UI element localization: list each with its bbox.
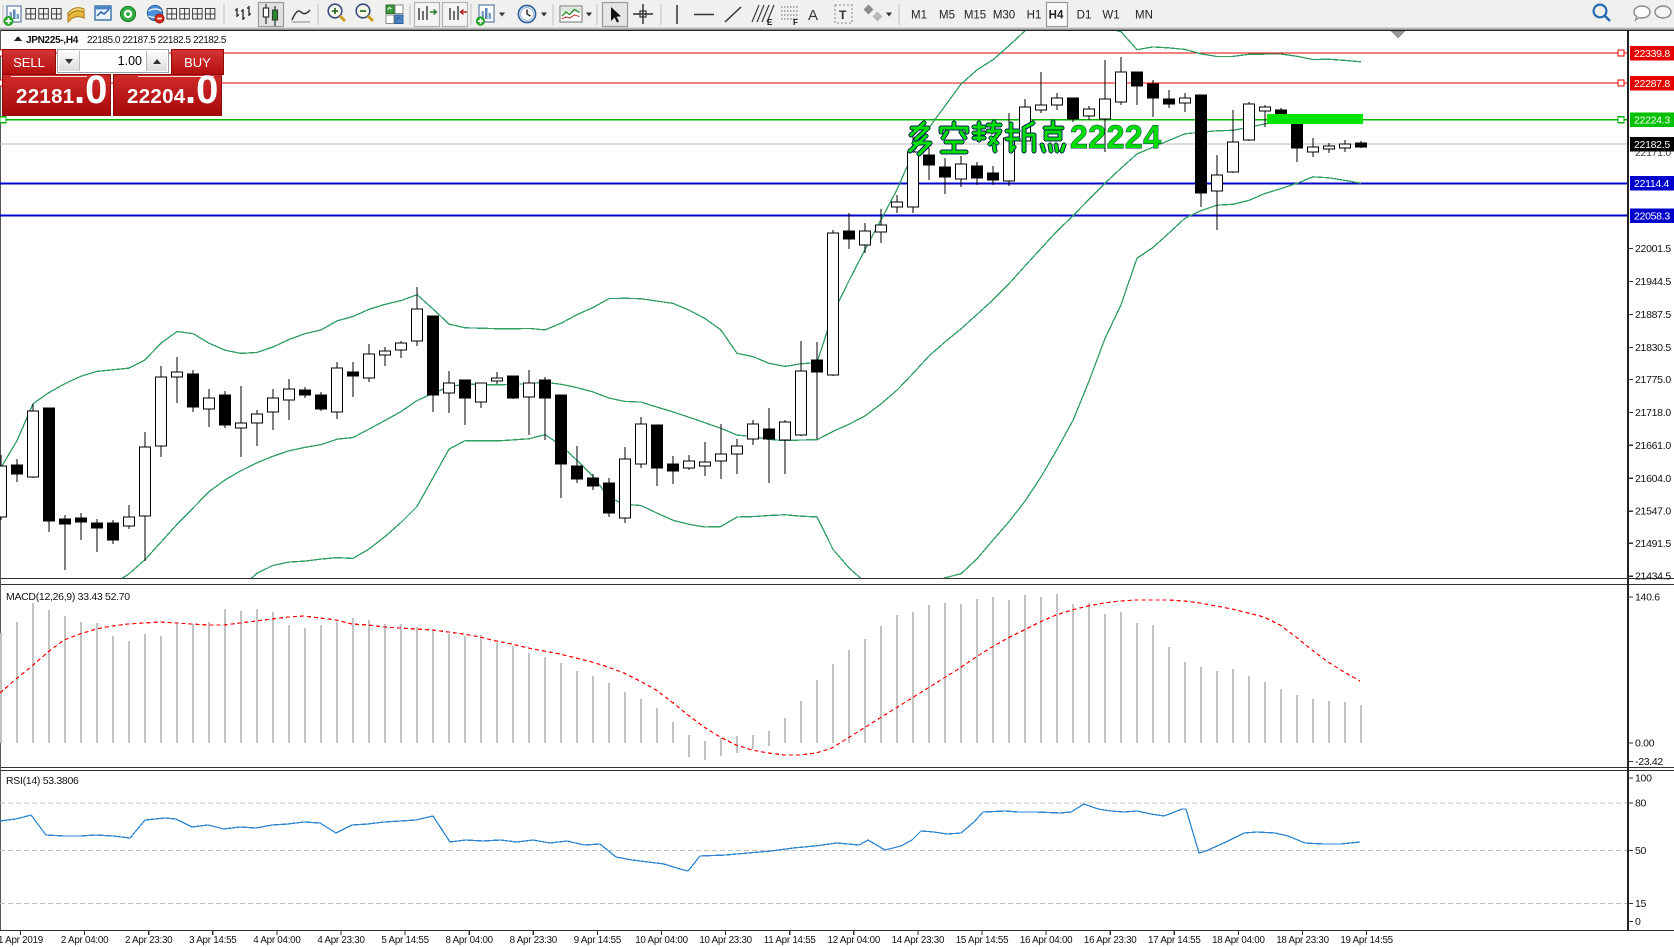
svg-text:21547.0: 21547.0 [1635,506,1671,518]
svg-text:21887.5: 21887.5 [1635,309,1671,321]
svg-text:M30: M30 [993,10,1015,22]
svg-text:A: A [808,7,818,24]
svg-text:14 Apr 23:30: 14 Apr 23:30 [892,935,945,946]
svg-text:9 Apr 14:55: 9 Apr 14:55 [574,935,622,946]
svg-text:22287.8: 22287.8 [1634,78,1670,90]
svg-text:22114.4: 22114.4 [1634,178,1670,190]
svg-text:21661.0: 21661.0 [1635,440,1671,452]
svg-text:H1: H1 [1027,10,1042,22]
svg-text:21491.5: 21491.5 [1635,538,1671,550]
svg-text:4 Apr 04:00: 4 Apr 04:00 [253,935,301,946]
svg-text:12 Apr 04:00: 12 Apr 04:00 [828,935,881,946]
svg-text:18 Apr 04:00: 18 Apr 04:00 [1212,935,1265,946]
svg-text:16 Apr 23:30: 16 Apr 23:30 [1084,935,1137,946]
svg-text:15 Apr 14:55: 15 Apr 14:55 [956,935,1009,946]
svg-text:22058.3: 22058.3 [1634,211,1670,223]
svg-text:22339.8: 22339.8 [1634,48,1670,60]
svg-text:21775.0: 21775.0 [1635,374,1671,386]
svg-text:4 Apr 23:30: 4 Apr 23:30 [317,935,365,946]
svg-text:22182.5: 22182.5 [1634,139,1670,151]
svg-text:22224: 22224 [1070,119,1161,155]
svg-text:0.00: 0.00 [1635,738,1655,750]
svg-text:W1: W1 [1102,10,1119,22]
svg-text:15: 15 [1635,898,1647,910]
svg-text:10 Apr 04:00: 10 Apr 04:00 [635,935,688,946]
svg-text:11 Apr 14:55: 11 Apr 14:55 [764,935,817,946]
svg-text:3 Apr 14:55: 3 Apr 14:55 [189,935,237,946]
svg-text:RSI(14) 53.3806: RSI(14) 53.3806 [6,775,79,787]
svg-text:19 Apr 14:55: 19 Apr 14:55 [1340,935,1393,946]
svg-text:F: F [793,18,798,27]
svg-text:8 Apr 04:00: 8 Apr 04:00 [446,935,494,946]
svg-text:21944.5: 21944.5 [1635,276,1671,288]
svg-text:E: E [767,18,773,27]
svg-text:22185.0 22187.5 22182.5 22182.: 22185.0 22187.5 22182.5 22182.5 [87,35,227,46]
svg-text:M1: M1 [911,10,927,22]
svg-text:M15: M15 [964,10,986,22]
svg-text:50: 50 [1635,845,1647,857]
svg-text:M5: M5 [939,10,955,22]
svg-text:140.6: 140.6 [1635,592,1660,604]
svg-text:22001.5: 22001.5 [1635,243,1671,255]
svg-text:21718.0: 21718.0 [1635,407,1671,419]
svg-text:2 Apr 23:30: 2 Apr 23:30 [125,935,173,946]
svg-text:18 Apr 23:30: 18 Apr 23:30 [1276,935,1329,946]
svg-text:21830.5: 21830.5 [1635,342,1671,354]
svg-text:8 Apr 23:30: 8 Apr 23:30 [510,935,558,946]
svg-text:JPN225-,H4: JPN225-,H4 [26,35,79,46]
svg-text:22224.3: 22224.3 [1634,115,1670,127]
svg-text:100: 100 [1635,773,1652,785]
svg-text:21434.5: 21434.5 [1635,571,1671,583]
svg-text:T: T [839,8,847,22]
svg-text:1 Apr 2019: 1 Apr 2019 [0,935,43,946]
svg-text:MACD(12,26,9) 33.43 52.70: MACD(12,26,9) 33.43 52.70 [6,591,130,603]
svg-text:MN: MN [1135,10,1153,22]
svg-text:0: 0 [1635,916,1641,928]
svg-text:80: 80 [1635,798,1647,810]
svg-text:D1: D1 [1077,10,1092,22]
svg-text:16 Apr 04:00: 16 Apr 04:00 [1020,935,1073,946]
svg-text:H4: H4 [1049,10,1064,22]
svg-text:2 Apr 04:00: 2 Apr 04:00 [61,935,109,946]
svg-text:-23.42: -23.42 [1635,756,1663,768]
svg-text:5 Apr 14:55: 5 Apr 14:55 [381,935,429,946]
svg-text:10 Apr 23:30: 10 Apr 23:30 [699,935,752,946]
svg-text:17 Apr 14:55: 17 Apr 14:55 [1148,935,1201,946]
svg-text:21604.0: 21604.0 [1635,473,1671,485]
